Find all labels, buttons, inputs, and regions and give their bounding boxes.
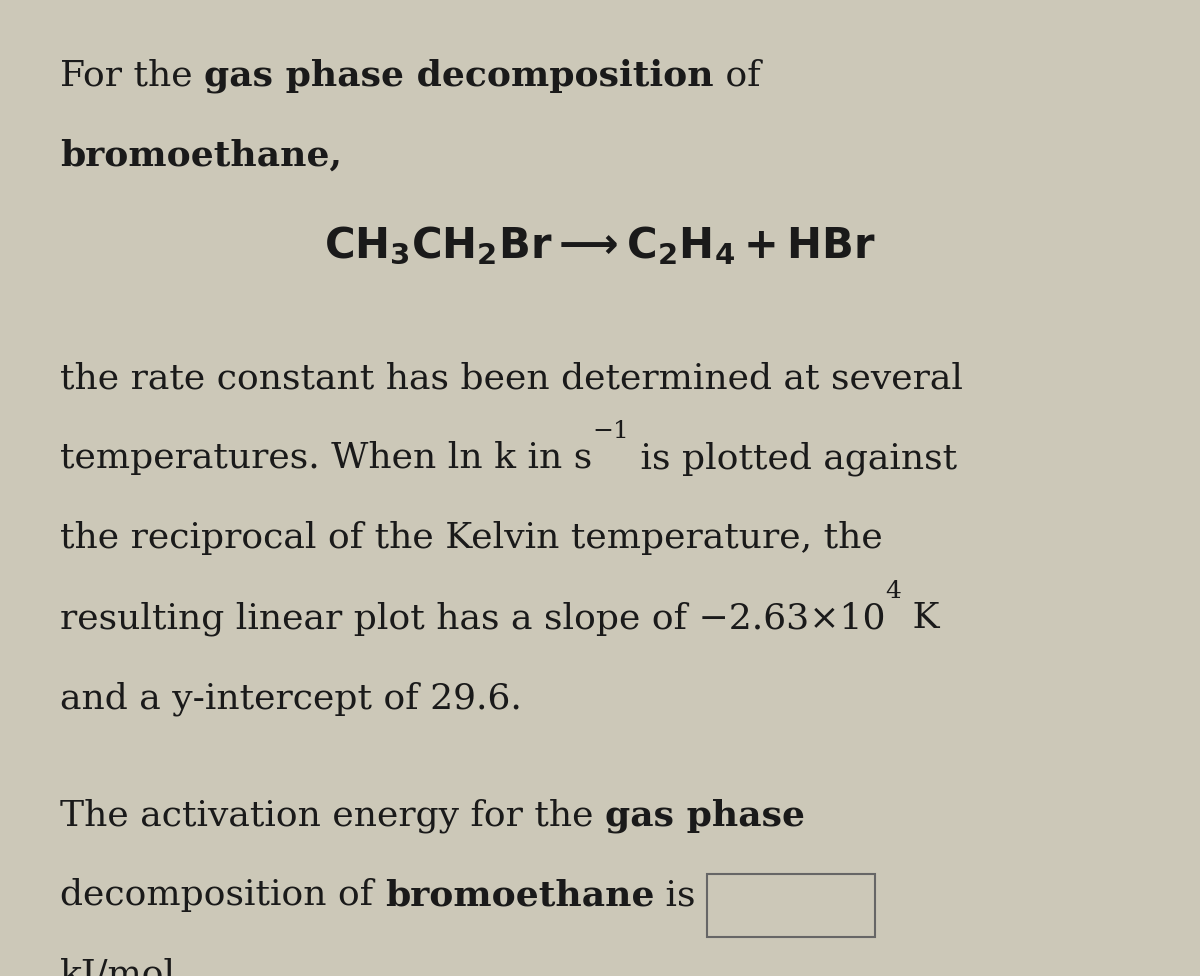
Text: $\mathbf{CH_3CH_2Br{\longrightarrow}C_2H_4+HBr}$: $\mathbf{CH_3CH_2Br{\longrightarrow}C_2H… [324,224,876,266]
Text: temperatures. When ln k in s: temperatures. When ln k in s [60,441,593,475]
Text: K: K [901,601,940,635]
Text: resulting linear plot has a slope of −2.63×10: resulting linear plot has a slope of −2.… [60,601,886,635]
Text: decomposition of: decomposition of [60,878,385,913]
Text: is: is [654,878,707,913]
Text: the reciprocal of the Kelvin temperature, the: the reciprocal of the Kelvin temperature… [60,521,883,555]
Text: −1: −1 [593,420,629,443]
Text: the rate constant has been determined at several: the rate constant has been determined at… [60,361,964,395]
Text: and a y-intercept of 29.6.: and a y-intercept of 29.6. [60,681,522,715]
Text: bromoethane,: bromoethane, [60,139,342,173]
Text: gas phase decomposition: gas phase decomposition [204,59,714,93]
Text: kJ/mol.: kJ/mol. [60,958,187,976]
Text: For the: For the [60,59,204,93]
Text: The activation energy for the: The activation energy for the [60,798,605,833]
Bar [707,874,875,937]
Text: gas phase: gas phase [605,798,805,833]
Text: of: of [714,59,761,93]
Text: 4: 4 [886,580,901,603]
Text: is plotted against: is plotted against [629,441,958,475]
Text: bromoethane: bromoethane [385,878,654,913]
